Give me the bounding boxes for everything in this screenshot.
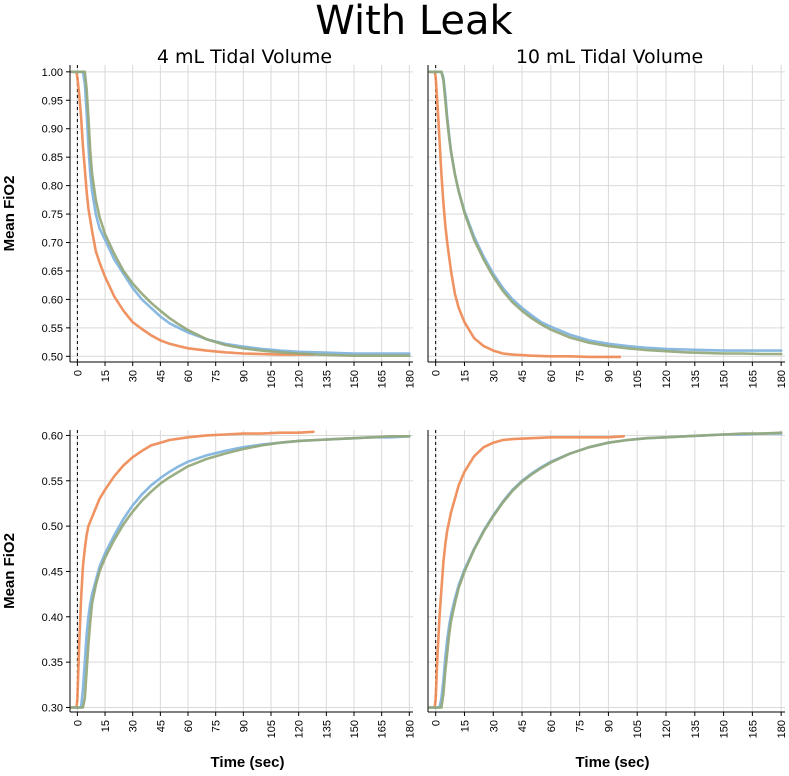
x-tick-label: 150 (349, 370, 361, 388)
x-tick-label: 120 (294, 370, 306, 388)
y-tick-label: 1.00 (42, 67, 63, 79)
x-axis-label: Time (sec) (211, 754, 285, 771)
x-tick-label: 105 (632, 370, 644, 388)
x-tick-label: 0 (72, 370, 84, 376)
x-tick-label: 90 (238, 370, 250, 382)
x-tick-label: 15 (459, 720, 471, 732)
panels: 0 15 30 45 60 75 90 105 120 135 150 165 1800.500.550… (1, 46, 788, 771)
y-tick-label: 0.65 (42, 266, 63, 278)
x-tick-label: 0 (431, 720, 443, 726)
x-tick-label: 165 (747, 720, 759, 738)
figure-title: With Leak (315, 0, 513, 44)
x-tick-label: 105 (632, 720, 644, 738)
x-tick-label: 120 (661, 720, 673, 738)
x-tick-label: 180 (404, 720, 416, 738)
x-tick-label: 60 (546, 720, 558, 732)
y-tick-label: 0.60 (42, 294, 63, 306)
x-tick-label: 135 (690, 370, 702, 388)
x-tick-label: 135 (321, 370, 333, 388)
y-tick-label: 0.75 (42, 209, 63, 221)
panel-top-right: 0 15 30 45 60 75 90 105 120 135 150 165 180 10 mL Tid… (427, 46, 788, 388)
panel-bottom-left: 0 15 30 45 60 75 90 105 120 135 150 165 180 0.30 0.35 0… (1, 430, 416, 771)
x-tick-label: 165 (747, 370, 759, 388)
y-tick-label: 0.50 (42, 351, 63, 363)
y-tick-label: 0.50 (42, 521, 63, 533)
x-tick-label: 150 (719, 370, 731, 388)
panel-title: 10 mL Tidal Volume (516, 46, 703, 68)
y-tick-label: 0.55 (42, 476, 63, 488)
x-tick-label: 75 (211, 720, 223, 732)
x-tick-label: 180 (776, 720, 788, 738)
x-tick-label: 60 (546, 370, 558, 382)
x-tick-label: 15 (100, 370, 112, 382)
x-tick-label: 90 (238, 720, 250, 732)
series-line-blue (428, 432, 783, 709)
x-tick-label: 0 (431, 370, 443, 376)
y-tick-label: 0.40 (42, 612, 63, 624)
series-line-orange (70, 430, 315, 709)
series-line-orange (428, 70, 622, 359)
series-line-orange (428, 435, 626, 709)
x-tick-label: 90 (603, 370, 615, 382)
x-tick-label: 165 (377, 720, 389, 738)
y-tick-label: 0.95 (42, 95, 63, 107)
y-tick-label: 0.70 (42, 238, 63, 250)
y-tick-label: 0.45 (42, 566, 63, 578)
panel-top-left: 0 15 30 45 60 75 90 105 120 135 150 165 180 0.50 0.55 0… (1, 46, 416, 388)
x-tick-label: 60 (183, 720, 195, 732)
panel-bottom-right: 0 15 30 45 60 75 90 105 120 135 150 165 180 Time (sec… (427, 430, 788, 771)
x-tick-label: 105 (266, 720, 278, 738)
series-line-orange (70, 70, 315, 356)
x-tick-label: 45 (155, 370, 167, 382)
x-tick-label: 120 (294, 720, 306, 738)
y-tick-label: 0.85 (42, 152, 63, 164)
x-tick-label: 90 (603, 720, 615, 732)
x-tick-label: 45 (517, 370, 529, 382)
x-tick-label: 45 (155, 720, 167, 732)
x-tick-label: 180 (404, 370, 416, 388)
series-line-green (428, 431, 783, 709)
x-tick-label: 30 (488, 720, 500, 732)
x-tick-label: 15 (459, 370, 471, 382)
x-tick-label: 75 (575, 720, 587, 732)
panel-title: 4 mL Tidal Volume (157, 46, 332, 68)
x-tick-label: 120 (661, 370, 673, 388)
x-axis-label: Time (sec) (576, 754, 650, 771)
x-tick-label: 150 (719, 720, 731, 738)
x-tick-label: 60 (183, 370, 195, 382)
series-line-green (428, 70, 783, 356)
series-line-blue (428, 70, 783, 352)
x-tick-label: 75 (211, 370, 223, 382)
y-tick-label: 0.30 (42, 702, 63, 714)
y-tick-label: 0.80 (42, 181, 63, 193)
x-tick-label: 0 (72, 720, 84, 726)
y-tick-label: 0.90 (42, 124, 63, 136)
x-tick-label: 45 (517, 720, 529, 732)
x-tick-label: 135 (690, 720, 702, 738)
y-tick-label: 0.35 (42, 657, 63, 669)
x-tick-label: 30 (128, 370, 140, 382)
y-tick-label: 0.55 (42, 323, 63, 335)
x-tick-label: 105 (266, 370, 278, 388)
x-tick-label: 30 (488, 370, 500, 382)
y-axis-label: Mean FiO2 (1, 176, 18, 252)
y-tick-label: 0.60 (42, 430, 63, 442)
series-line-green (70, 70, 411, 357)
x-tick-label: 30 (128, 720, 140, 732)
series-line-blue (70, 70, 411, 355)
series-line-green (70, 435, 411, 709)
x-tick-label: 150 (349, 720, 361, 738)
x-tick-label: 75 (575, 370, 587, 382)
y-axis-label: Mean FiO2 (1, 533, 18, 609)
x-tick-label: 165 (377, 370, 389, 388)
x-tick-label: 135 (321, 720, 333, 738)
x-tick-label: 15 (100, 720, 112, 732)
x-tick-label: 180 (776, 370, 788, 388)
